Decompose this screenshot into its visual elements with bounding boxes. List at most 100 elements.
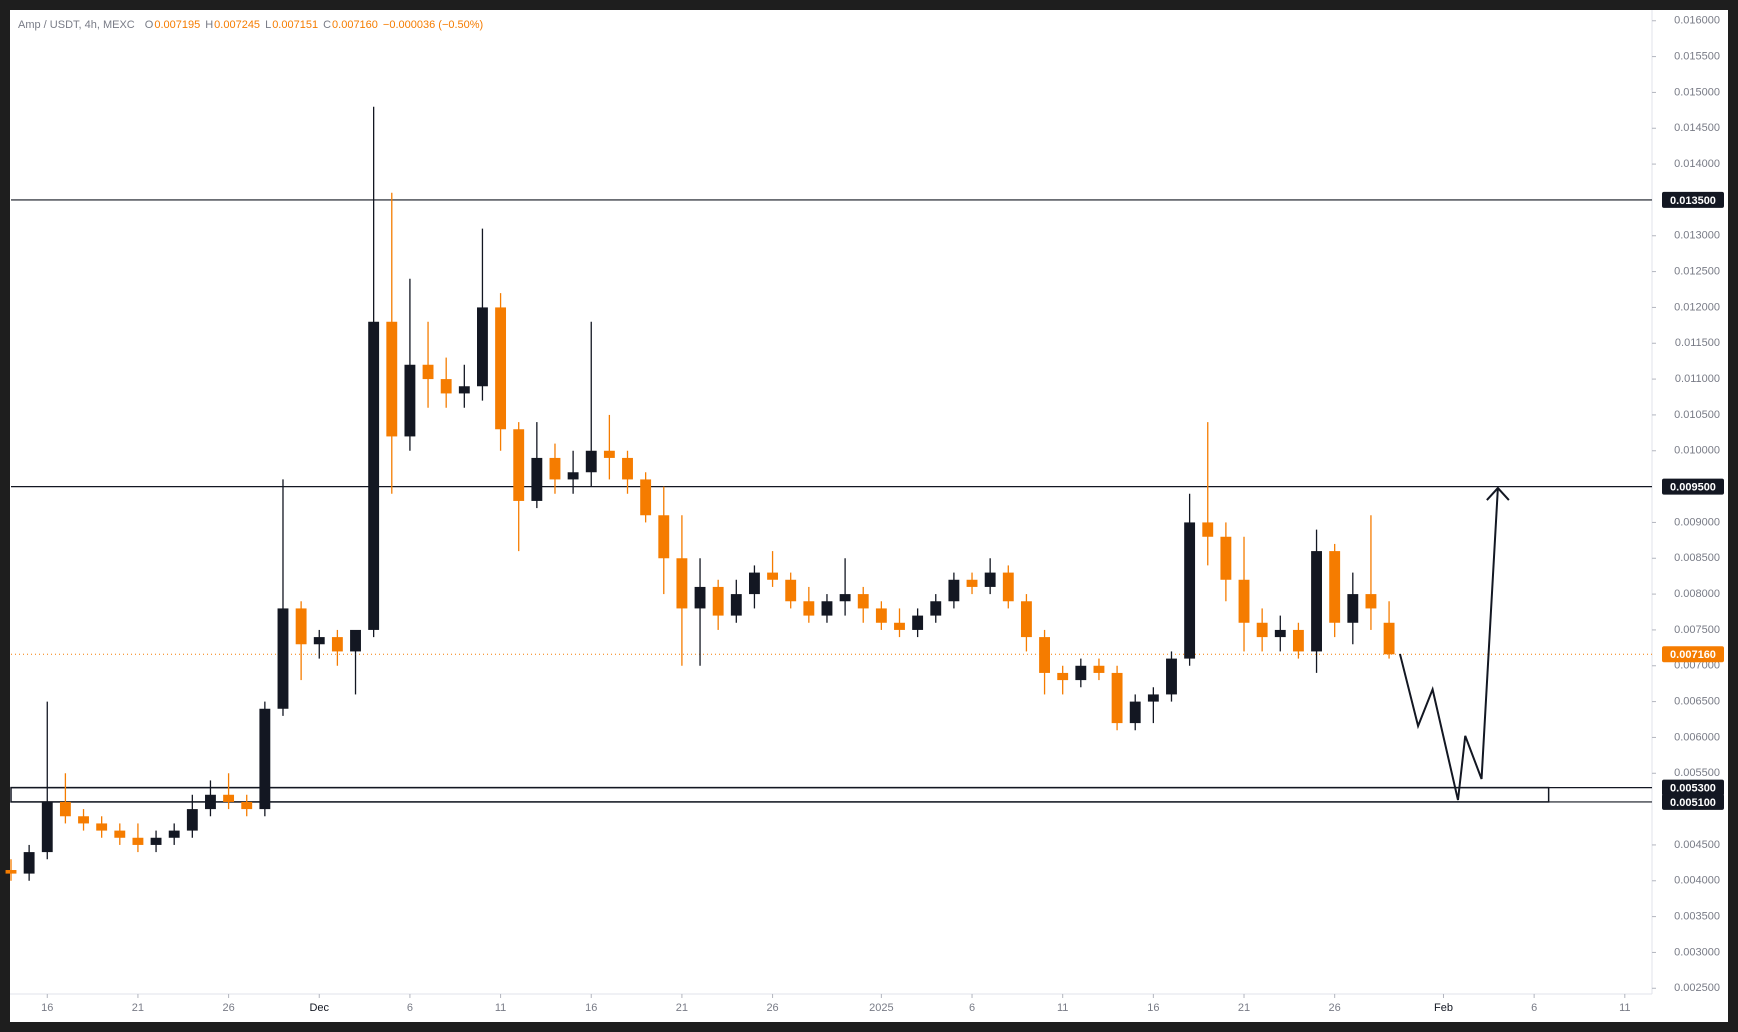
y-tick-label: 0.002500 <box>1674 982 1720 994</box>
x-tick-label: 6 <box>407 1002 413 1014</box>
candle-body <box>1292 629 1304 652</box>
y-tick-label: 0.008500 <box>1674 552 1720 564</box>
x-tick-label: 16 <box>1147 1002 1159 1014</box>
y-tick-label: 0.004000 <box>1674 875 1720 887</box>
candle-body <box>132 837 144 845</box>
candle-body <box>622 457 633 480</box>
candle-body <box>168 830 180 838</box>
candle-body <box>1256 622 1268 638</box>
candle-body <box>857 594 869 609</box>
candle-body <box>495 307 507 430</box>
y-tick-label: 0.015000 <box>1674 86 1720 98</box>
candle-body <box>1220 536 1232 580</box>
candle-body <box>658 515 670 559</box>
candle-body <box>585 450 597 473</box>
x-tick-label: 11 <box>1619 1002 1630 1014</box>
candle-body <box>186 809 198 831</box>
candle-body <box>1365 594 1377 609</box>
level-label-bg <box>1662 793 1724 810</box>
candle-body <box>59 801 71 817</box>
y-tick-label: 0.007000 <box>1674 660 1720 672</box>
candle-body <box>1184 522 1196 659</box>
legend-label: C <box>323 19 331 31</box>
candle-body <box>23 852 35 874</box>
y-tick-label: 0.010500 <box>1674 409 1720 421</box>
y-tick-label: 0.014000 <box>1674 158 1720 170</box>
candle-body <box>241 801 253 810</box>
candle-body <box>1020 601 1032 638</box>
candle-body <box>404 364 416 437</box>
x-tick-label: Feb <box>1434 1002 1453 1014</box>
y-tick-label: 0.012500 <box>1674 265 1720 277</box>
candle-body <box>422 364 434 380</box>
last-price-label-bg <box>1662 646 1724 663</box>
y-tick-label: 0.014500 <box>1674 122 1720 134</box>
candle-body <box>549 457 561 480</box>
legend-value: 0.007151 <box>272 19 318 31</box>
candle-body <box>78 816 89 824</box>
legend-value: 0.007245 <box>214 19 260 31</box>
x-tick-label: 16 <box>41 1002 53 1014</box>
legend-value: 0.007160 <box>332 19 378 31</box>
candle-body <box>1111 672 1123 724</box>
x-tick-label: 11 <box>1057 1002 1068 1014</box>
x-tick-label: 11 <box>495 1002 506 1014</box>
y-tick-label: 0.011500 <box>1675 337 1720 349</box>
candle-body <box>1075 665 1087 681</box>
candle-body <box>1202 522 1214 537</box>
legend-label: L <box>265 19 271 31</box>
y-tick-label: 0.003500 <box>1674 911 1720 923</box>
candle-body <box>259 708 271 810</box>
y-tick-label: 0.012000 <box>1674 301 1720 313</box>
y-tick-label: 0.005500 <box>1674 767 1720 779</box>
candle-body <box>313 637 325 645</box>
candle-body <box>839 594 851 602</box>
candle-body <box>1166 658 1177 695</box>
y-tick-label: 0.011000 <box>1675 373 1720 385</box>
candle-body <box>694 586 706 609</box>
candle-body <box>331 637 343 652</box>
candle-body <box>5 870 17 874</box>
level-label: 0.013500 <box>1670 195 1716 207</box>
level-label-bg <box>1662 478 1724 495</box>
level-label: 0.009500 <box>1670 481 1716 493</box>
candle-body <box>1347 594 1359 623</box>
candle-body <box>223 794 235 802</box>
candle-body <box>767 572 779 580</box>
y-tick-label: 0.007500 <box>1674 624 1720 636</box>
y-tick-label: 0.013000 <box>1674 230 1720 242</box>
candle-body <box>966 579 978 587</box>
y-tick-label: 0.006000 <box>1674 731 1720 743</box>
legend-value: 0.007195 <box>154 19 200 31</box>
candle-body <box>730 594 742 616</box>
candle-body <box>1039 637 1050 673</box>
candle-body <box>567 472 579 480</box>
legend-label: H <box>205 19 213 31</box>
y-tick-label: 0.004500 <box>1674 839 1720 851</box>
level-label: 0.005300 <box>1670 783 1716 795</box>
candle-body <box>1093 665 1105 673</box>
legend-label: O <box>145 19 154 31</box>
candle-body <box>748 572 760 595</box>
candle-body <box>350 629 361 652</box>
candle-body <box>440 379 452 394</box>
candle-body <box>948 579 960 602</box>
candle-body <box>477 307 488 387</box>
level-label: 0.005100 <box>1670 797 1716 809</box>
candle-body <box>676 558 688 609</box>
candle-body <box>41 801 53 853</box>
symbol-title: Amp / USDT, 4h, MEXC <box>18 19 135 31</box>
x-tick-label: 21 <box>676 1002 688 1014</box>
candle-body <box>603 450 615 458</box>
projection-arrowhead <box>1486 486 1510 501</box>
level-label-bg <box>1662 779 1724 796</box>
y-tick-label: 0.008000 <box>1674 588 1720 600</box>
candle-body <box>912 615 924 630</box>
x-tick-label: 26 <box>1329 1002 1341 1014</box>
candle-body <box>277 608 289 709</box>
x-tick-label: 6 <box>969 1002 975 1014</box>
candle-body <box>386 321 398 437</box>
candle-body <box>458 386 470 394</box>
